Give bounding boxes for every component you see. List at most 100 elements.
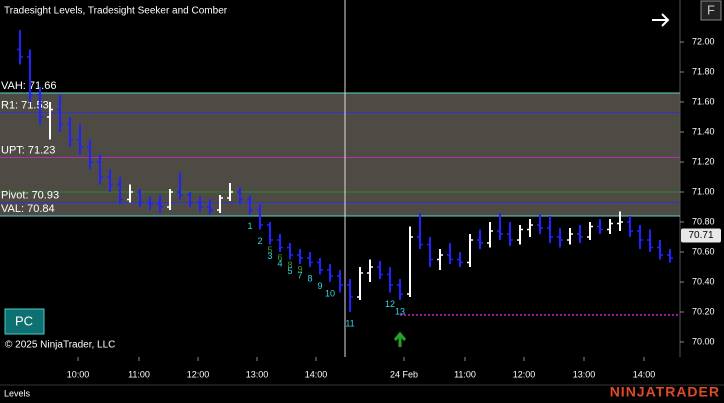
pc-button[interactable] xyxy=(4,308,45,335)
seeker-count: 8 xyxy=(287,260,292,270)
price-bar xyxy=(137,189,143,207)
price-bar xyxy=(647,229,653,252)
logo: NINJATRADER xyxy=(610,384,720,400)
level-label: UPT: 71.23 xyxy=(1,144,55,156)
price-bar xyxy=(47,102,53,140)
y-tick-label: 70.80 xyxy=(692,216,715,226)
seeker-count: 5 xyxy=(267,245,272,255)
x-tick-label: 10:00 xyxy=(67,369,90,379)
price-bar xyxy=(117,177,123,204)
arrow-icon[interactable] xyxy=(652,13,670,27)
x-tick-label: 24 Feb xyxy=(390,369,418,379)
x-tick-label: 11:00 xyxy=(454,369,476,379)
x-tick-label: 14:00 xyxy=(305,369,328,379)
seeker-count: 1 xyxy=(247,221,252,231)
price-bar xyxy=(447,243,453,264)
price-bar xyxy=(387,267,393,293)
price-bar xyxy=(427,237,433,267)
price-bar xyxy=(257,204,263,230)
last-price-label: 70.71 xyxy=(688,230,713,241)
price-bar xyxy=(367,259,373,282)
price-bar xyxy=(297,249,303,264)
price-bar xyxy=(97,154,103,185)
price-bar xyxy=(157,195,163,213)
price-bar xyxy=(357,267,363,300)
seeker-count: 6 xyxy=(277,252,282,262)
price-bar xyxy=(107,169,113,192)
price-bar xyxy=(187,192,193,207)
y-tick-label: 71.80 xyxy=(692,66,715,76)
price-bar xyxy=(307,252,313,267)
price-bar xyxy=(347,279,353,312)
price-bar xyxy=(167,189,173,210)
price-bar xyxy=(227,183,233,201)
price-bar xyxy=(327,264,333,282)
price-bar xyxy=(87,139,93,170)
price-bar xyxy=(277,234,283,252)
level-label: VAH: 71.66 xyxy=(1,80,56,92)
price-bar xyxy=(617,211,623,231)
seeker-count: 8 xyxy=(307,273,312,283)
seeker-count: 7 xyxy=(297,270,302,280)
price-bar xyxy=(637,225,643,249)
comber-arrow xyxy=(393,331,407,347)
y-tick-label: 70.40 xyxy=(692,276,715,286)
price-bar xyxy=(197,196,203,212)
price-bar xyxy=(407,226,413,297)
price-bar xyxy=(607,219,613,234)
seeker-count: 4 xyxy=(277,258,282,268)
seeker-count: 11 xyxy=(345,318,354,328)
price-bar xyxy=(337,270,343,293)
pc-label: PC xyxy=(15,313,33,328)
seeker-count: 10 xyxy=(325,288,335,298)
copyright: © 2025 NinjaTrader, LLC xyxy=(5,340,115,351)
price-bar xyxy=(287,243,293,260)
seeker-count: 12 xyxy=(385,299,395,309)
chart-title: Tradesight Levels, Tradesight Seeker and… xyxy=(4,6,228,17)
x-tick-label: 12:00 xyxy=(187,369,210,379)
price-bar xyxy=(527,219,533,237)
price-bar xyxy=(207,199,213,215)
y-tick-label: 72.00 xyxy=(692,36,715,46)
menu-button[interactable] xyxy=(700,0,722,21)
value-area xyxy=(0,93,680,216)
price-bar xyxy=(417,213,423,249)
price-bar xyxy=(557,228,563,248)
y-tick-label: 71.00 xyxy=(692,186,715,196)
x-tick-label: 12:00 xyxy=(513,369,536,379)
y-tick-label: 70.60 xyxy=(692,246,715,256)
level-label: VAL: 70.84 xyxy=(1,203,55,215)
price-bar xyxy=(437,249,443,270)
y-tick-label: 70.00 xyxy=(692,336,715,346)
price-bar xyxy=(577,225,583,243)
price-bar xyxy=(147,196,153,210)
y-tick-label: 71.60 xyxy=(692,96,715,106)
price-bar xyxy=(627,216,633,237)
price-bar xyxy=(177,172,183,200)
price-bar xyxy=(397,279,403,300)
price-bar xyxy=(497,213,503,240)
x-tick-label: 13:00 xyxy=(246,369,269,379)
price-bar xyxy=(587,222,593,240)
price-bar xyxy=(507,222,513,246)
price-bar xyxy=(657,240,663,260)
y-tick-label: 71.20 xyxy=(692,156,715,166)
price-bar xyxy=(547,216,553,243)
last-price-box xyxy=(681,228,721,243)
price-bar xyxy=(17,30,23,65)
level-label: Pivot: 70.93 xyxy=(1,189,59,201)
price-bar xyxy=(477,229,483,249)
price-bar xyxy=(247,195,253,215)
menu-label: F xyxy=(707,2,715,17)
plot: VAH: 71.66 R1: 71.53 UPT: 71.23 Pivot: 70.9… xyxy=(0,0,721,379)
panel-label: Levels xyxy=(4,388,31,398)
price-bar xyxy=(317,258,323,275)
seeker-count: 5 xyxy=(287,266,292,276)
level-label: R1: 71.53 xyxy=(1,99,49,111)
price-bar xyxy=(567,228,573,245)
price-bar xyxy=(517,225,523,245)
seeker-count: 9 xyxy=(317,281,322,291)
price-bar xyxy=(27,49,33,102)
x-tick-label: 11:00 xyxy=(128,369,150,379)
price-bar xyxy=(457,252,463,267)
